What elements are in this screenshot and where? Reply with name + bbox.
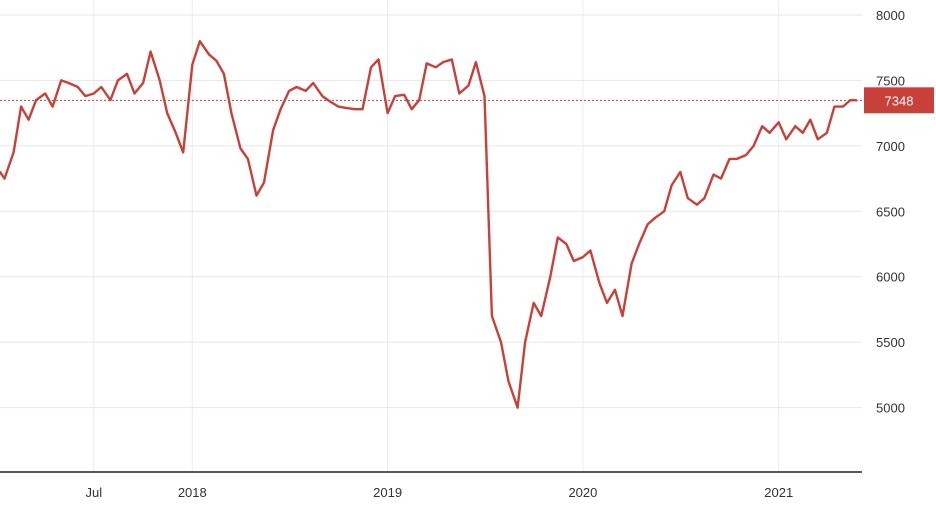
y-tick-label: 7000	[876, 139, 905, 154]
last-value-badge: 7348	[864, 87, 934, 114]
y-tick-label: 5500	[876, 335, 905, 350]
y-tick-label: 7500	[876, 73, 905, 88]
price-series-line	[0, 40, 858, 409]
y-tick-label: 5000	[876, 401, 905, 416]
horizontal-gridlines	[0, 14, 862, 409]
x-tick-label: 2018	[178, 485, 207, 500]
last-value-badge-bg	[864, 87, 934, 114]
x-axis-tick-labels: Jul 2018 2019 2020 2021	[86, 485, 794, 500]
vertical-gridlines	[93, 0, 780, 472]
x-tick-label: 2021	[764, 485, 793, 500]
x-tick-label: 2019	[373, 485, 402, 500]
y-tick-label: 8000	[876, 8, 905, 23]
last-value-label: 7348	[885, 93, 914, 108]
y-tick-label: 6000	[876, 270, 905, 285]
y-tick-label: 6500	[876, 204, 905, 219]
y-axis-tick-labels: 5000 5500 6000 6500 7000 7500 8000	[876, 8, 905, 416]
x-tick-label: Jul	[86, 485, 103, 500]
x-tick-label: 2020	[568, 485, 597, 500]
